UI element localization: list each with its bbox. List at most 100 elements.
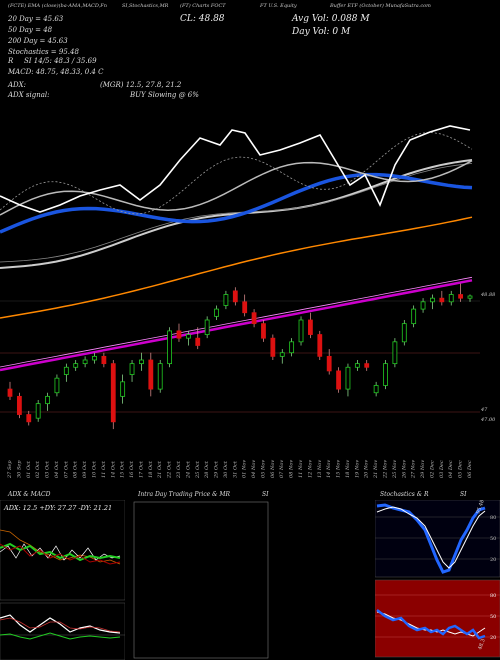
x-tick-label: 28 Oct — [204, 460, 210, 479]
candle-body — [251, 312, 257, 325]
x-tick-label: 07 Oct — [63, 460, 69, 478]
candle-body — [354, 363, 360, 368]
adx-panel-title: ADX & MACD — [8, 491, 51, 498]
x-tick-label: 29 Oct — [214, 460, 220, 479]
candle-body — [101, 355, 107, 365]
candle-body — [120, 381, 126, 397]
close-price-line — [0, 125, 471, 213]
candle-body — [82, 359, 88, 365]
stoch-tick-20: 20 — [490, 557, 496, 563]
x-tick-label: 02 Oct — [35, 460, 41, 478]
candle-body — [430, 297, 435, 303]
x-tick-label: 08 Nov — [289, 460, 295, 478]
x-tick-label: 04 Nov — [251, 460, 257, 478]
x-tick-label: 05 Dec — [458, 460, 464, 478]
ema50-label: 50 Day = 48 — [8, 26, 53, 34]
header-title: (FCTE) EMA (close)(ba-AMA,MACD,Fn — [8, 3, 107, 9]
candle-body — [289, 341, 295, 354]
candle-body — [157, 363, 163, 390]
r-label: R — [8, 57, 14, 65]
candle-body — [176, 330, 182, 339]
ema20-label: 20 Day = 45.63 — [8, 15, 64, 23]
adx-label: ADX: — [8, 81, 27, 89]
candle-body — [326, 355, 332, 372]
candle-body — [298, 319, 304, 343]
candle-body — [63, 366, 69, 375]
x-tick-label: 17 Oct — [138, 460, 144, 478]
candle-body — [204, 319, 210, 335]
ema-50-band — [0, 276, 473, 368]
x-tick-label: 05 Nov — [260, 460, 266, 478]
candle-body — [364, 363, 370, 368]
x-tick-label: 20 Nov — [364, 460, 370, 479]
candle-body — [223, 294, 229, 306]
x-tick-label: 27 Nov — [411, 460, 417, 479]
x-tick-label: 22 Oct — [167, 460, 173, 479]
adx-values: (MGR) 12.5, 27.8, 21.2 — [100, 81, 182, 89]
x-tick-label: 14 Nov — [326, 460, 332, 478]
x-tick-label: 06 Nov — [270, 460, 276, 478]
last-price-tag: 48.88 — [481, 292, 496, 298]
bollinger-lower — [0, 159, 473, 269]
candle-body — [26, 414, 32, 423]
x-tick-label: 25 Oct — [195, 460, 201, 479]
x-tick-label: 04 Dec — [448, 460, 454, 478]
price-band-upper — [0, 160, 473, 216]
stoch-tick-80: 80 — [490, 515, 496, 521]
x-tick-label: 11 Oct — [101, 460, 107, 478]
candle-body — [420, 301, 426, 310]
candle-body — [35, 403, 41, 419]
x-tick-label: 14 Oct — [110, 460, 116, 478]
ema-200-line — [0, 216, 473, 319]
candle-body — [383, 363, 388, 386]
intraday-si-label: SI — [262, 491, 269, 498]
r-value: 48.3 — [477, 638, 486, 651]
candle-body — [448, 294, 454, 303]
stochastics-panel: 80 50 20 95.48 80 50 20 48.3 — [375, 500, 500, 660]
x-tick-label: 22 Nov — [383, 460, 389, 479]
candle-body — [317, 334, 323, 357]
adx-values-text: ADX: 12.5 +DY: 27.27 -DY: 21.21 — [3, 504, 112, 512]
x-tick-label: 21 Oct — [157, 460, 163, 479]
x-tick-label: 03 Oct — [45, 460, 51, 478]
x-tick-label: 24 Oct — [185, 460, 191, 479]
adx-signal-value: BUY Slowing @ 6% — [130, 91, 199, 99]
candle-body — [392, 341, 398, 365]
day-vol-label: Day Vol: 0 M — [292, 27, 351, 37]
ema-20-line — [0, 172, 473, 234]
x-tick-label: 18 Nov — [345, 460, 351, 478]
low-price-tag: 47 — [481, 407, 488, 413]
x-tick-label: 16 Oct — [129, 460, 135, 478]
price-chart: 27 Sep 30 Sep 01 Oct 02 Oct 03 Oct 04 Oct 07 O… — [0, 125, 480, 479]
x-tick-label: 07 Nov — [279, 460, 285, 478]
candle-body — [261, 323, 266, 339]
x-tick-label: 27 Sep — [7, 460, 13, 479]
candle-body — [139, 359, 144, 365]
x-tick-label: 02 Dec — [429, 460, 435, 478]
x-tick-label: 30 Sep — [16, 460, 22, 478]
avg-vol-label: Avg Vol: 0.088 M — [292, 14, 370, 24]
candle-body — [16, 395, 22, 415]
x-tick-label: 30 Oct — [223, 460, 229, 478]
r-tick-80: 80 — [490, 593, 496, 599]
candle-body — [232, 290, 238, 303]
candle-body — [167, 330, 172, 365]
low-price-tag2: 47.00 — [481, 417, 496, 423]
candle-body — [45, 395, 50, 405]
candle-body — [279, 352, 285, 357]
stoch-si-label: SI — [460, 491, 467, 498]
candle-body — [439, 297, 445, 303]
x-tick-label: 25 Nov — [392, 460, 398, 479]
candle-body — [214, 308, 219, 317]
adx-signal-label: ADX signal: — [8, 91, 50, 99]
x-tick-label: 15 Nov — [336, 460, 342, 478]
candle-body — [345, 366, 351, 390]
candle-body — [467, 295, 473, 299]
x-tick-label: 21 Nov — [373, 460, 379, 479]
x-tick-label: 23 Oct — [176, 460, 182, 479]
r-tick-20: 20 — [490, 635, 496, 641]
x-tick-label: 06 Dec — [467, 460, 473, 478]
x-tick-label: 01 Oct — [26, 460, 32, 478]
x-tick-label: 13 Nov — [317, 460, 323, 478]
x-tick-label: 03 Dec — [439, 460, 445, 478]
